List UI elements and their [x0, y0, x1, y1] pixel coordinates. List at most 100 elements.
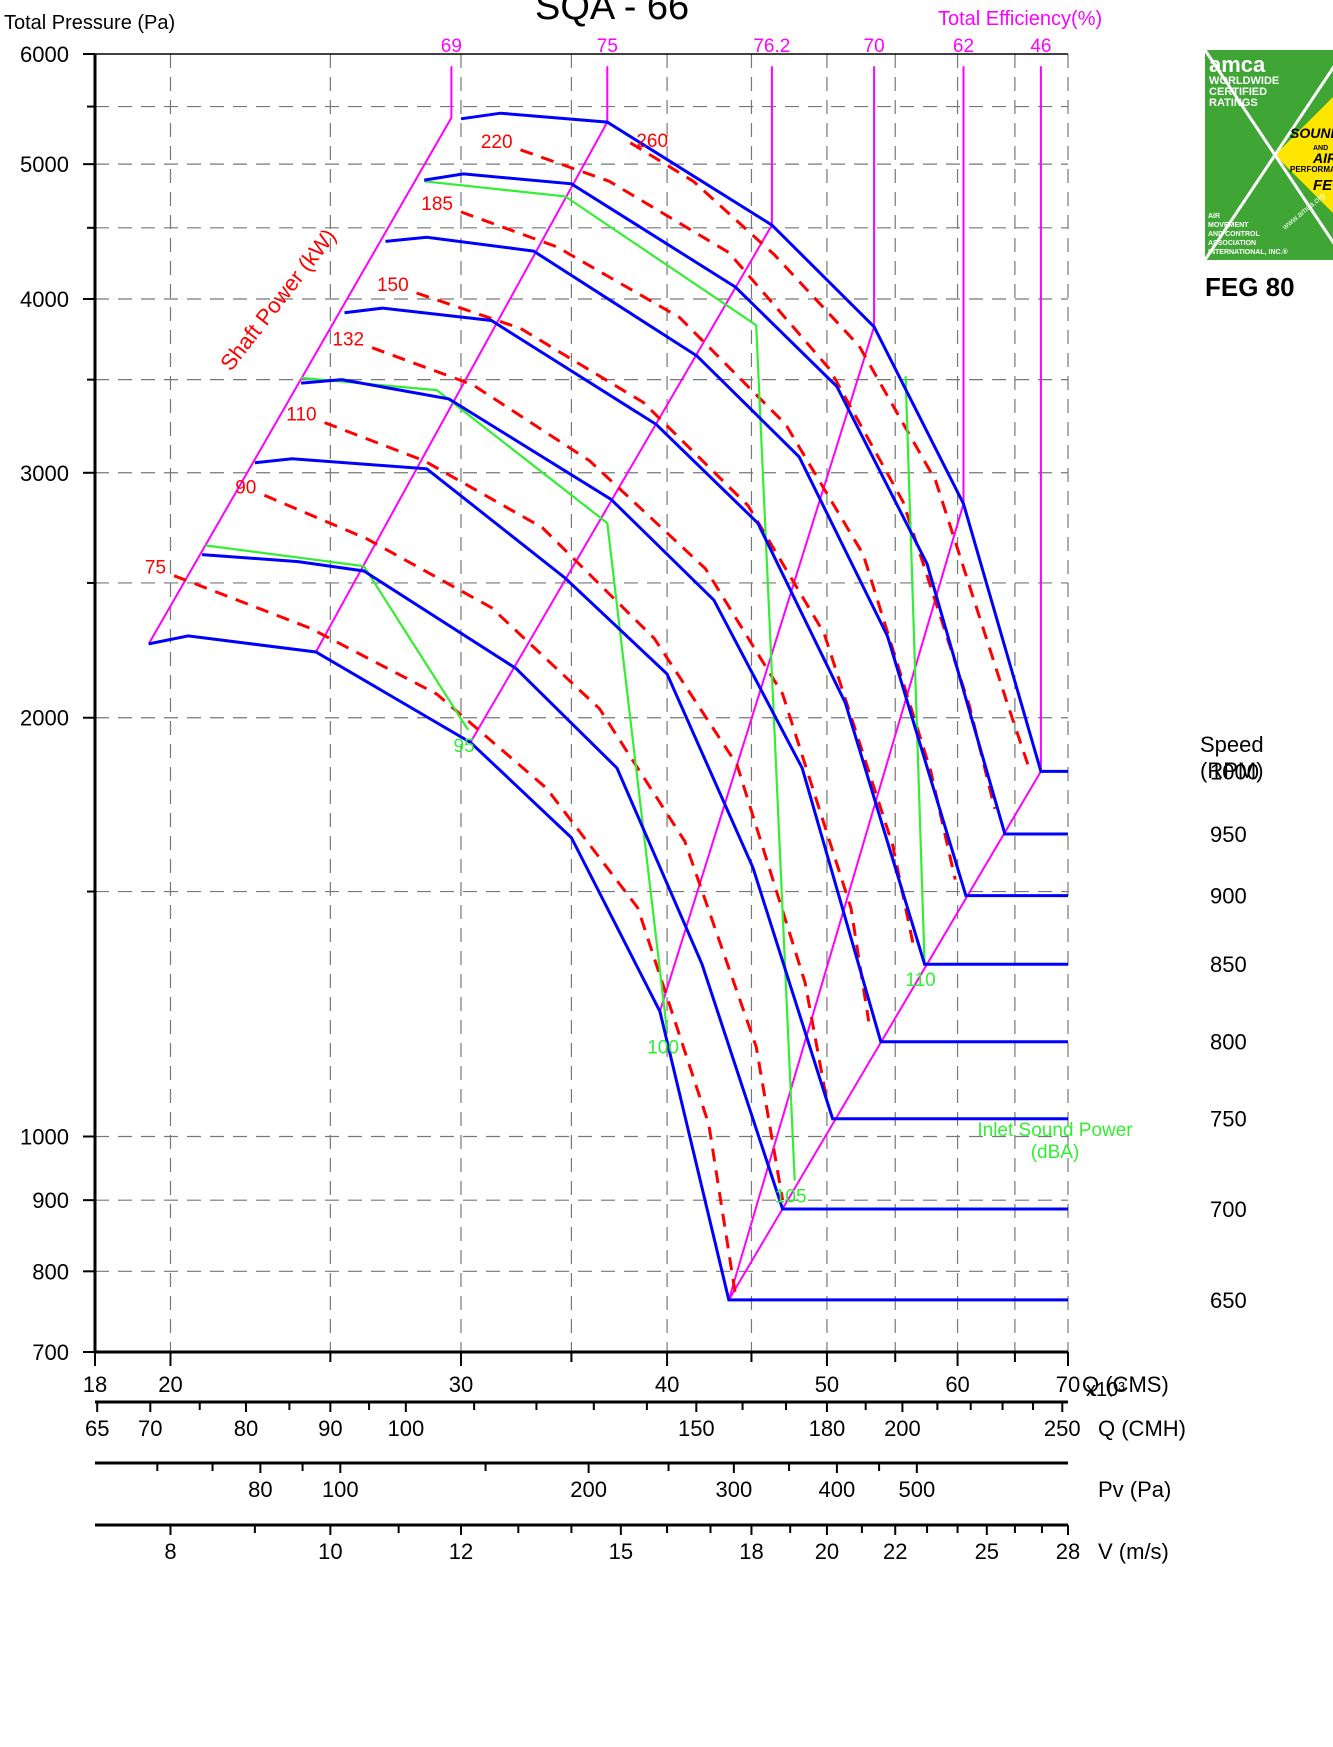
sound-axis-label-line1: Inlet Sound Power [977, 1120, 1133, 1141]
tick-label-vel-25: 25 [975, 1539, 999, 1564]
x-tick-label-cms-50: 50 [815, 1372, 839, 1397]
speed-label-850: 850 [1210, 952, 1247, 977]
x-tick-label-cms-30: 30 [449, 1372, 473, 1397]
power-label-220: 220 [481, 132, 513, 153]
y-tick-label-3000: 3000 [20, 461, 69, 486]
speed-curve-850 [344, 306, 1068, 966]
speed-curve-750 [254, 457, 1068, 1121]
efficiency-label-0: 69 [441, 36, 462, 57]
x-tick-label-cms-70: 70 [1056, 1372, 1080, 1397]
logo-brand: amca [1209, 52, 1266, 77]
logo-seal-4: PERFORMANCE [1290, 165, 1333, 174]
efficiency-axis-label: Total Efficiency(%) [938, 8, 1103, 30]
speed-axis-label-line1: Speed [1200, 732, 1264, 757]
y-tick-label-900: 900 [32, 1188, 69, 1213]
tick-label-vel-10: 10 [318, 1539, 342, 1564]
tick-label-cmh-150: 150 [678, 1416, 715, 1441]
tick-label-vel-8: 8 [164, 1539, 176, 1564]
efficiency-label-4: 62 [953, 36, 974, 57]
logo-org-1: AIR [1208, 213, 1220, 220]
power-label-110: 110 [286, 405, 316, 426]
tick-label-cmh-200: 200 [884, 1416, 921, 1441]
speed-label-700: 700 [1210, 1197, 1247, 1222]
logo-seal-2: AND [1313, 145, 1328, 152]
grid-lines [95, 54, 1069, 1352]
tick-label-vel-22: 22 [883, 1539, 907, 1564]
power-label-260: 260 [636, 131, 668, 152]
amca-certification-logo: amca WORLDWIDE CERTIFIED RATINGS SOUND A… [1205, 50, 1333, 260]
tick-label-cmh-90: 90 [318, 1416, 342, 1441]
power-curve-90 [263, 493, 785, 1201]
speed-curve-650 [148, 634, 1068, 1302]
speed-label-650: 650 [1210, 1288, 1247, 1313]
sound-line-110 [904, 376, 926, 965]
speed-curve-950 [423, 172, 1068, 836]
tick-label-vel-12: 12 [449, 1539, 473, 1564]
x-tick-label-cms-40: 40 [655, 1372, 679, 1397]
speed-curve-1000 [460, 111, 1068, 773]
efficiency-label-2: 76.2 [753, 36, 790, 57]
x-axis-label-cms: Q (CMS) [1082, 1372, 1169, 1397]
power-curve-260 [629, 141, 1031, 769]
power-curve-75 [173, 574, 737, 1295]
y-axis-label: Total Pressure (Pa) [4, 12, 176, 34]
y-tick-label-4000: 4000 [20, 287, 69, 312]
tick-label-cmh-100: 100 [387, 1416, 424, 1441]
y-tick-label-700: 700 [32, 1340, 69, 1365]
tick-label-cmh-65: 65 [85, 1416, 109, 1441]
sound-line-100 [301, 376, 669, 1032]
axis-label-vel: V (m/s) [1098, 1539, 1169, 1564]
tick-label-cmh-80: 80 [234, 1416, 258, 1441]
logo-org-3: AND CONTROL [1208, 231, 1260, 238]
logo-seal-3: AIR [1312, 150, 1333, 166]
logo-line-3: RATINGS [1209, 97, 1258, 109]
sound-line-105 [424, 180, 796, 1181]
efficiency-label-1: 75 [597, 36, 618, 57]
logo-seal-5: FEG [1313, 177, 1333, 194]
tick-label-pv-300: 300 [715, 1477, 752, 1502]
power-label-90: 90 [235, 477, 256, 498]
x-tick-label-cms-20: 20 [158, 1372, 182, 1397]
axis-label-pv: Pv (Pa) [1098, 1477, 1171, 1502]
efficiency-label-3: 70 [864, 36, 885, 57]
axis-label-cmh: Q (CMH) [1098, 1416, 1186, 1441]
model-label: FEG 80 [1205, 272, 1295, 302]
sound-line-95 [205, 544, 470, 731]
logo-org-2: MOVEMENT [1208, 222, 1249, 229]
tick-label-cmh-180: 180 [809, 1416, 846, 1441]
tick-label-pv-80: 80 [248, 1477, 272, 1502]
tick-label-vel-18: 18 [739, 1539, 763, 1564]
logo-line-1: WORLDWIDE [1209, 75, 1279, 87]
speed-label-750: 750 [1210, 1107, 1247, 1132]
y-tick-label-6000: 6000 [20, 42, 69, 67]
sound-label-105: 105 [775, 1186, 807, 1207]
efficiency-line-4 [727, 66, 965, 1301]
x-tick-label-cms-18: 18 [83, 1372, 107, 1397]
sound-axis-label-line2: (dBA) [1031, 1142, 1080, 1163]
y-tick-label-2000: 2000 [20, 706, 69, 731]
speed-curves [148, 111, 1068, 1302]
y-tick-label-800: 800 [32, 1259, 69, 1284]
power-label-132: 132 [332, 330, 364, 351]
tick-label-pv-500: 500 [898, 1477, 935, 1502]
tick-label-pv-400: 400 [819, 1477, 856, 1502]
logo-org-4: ASSOCIATION [1208, 240, 1256, 247]
logo-org-5: INTERNATIONAL, INC.® [1208, 248, 1289, 256]
speed-label-1000: 1000 [1210, 759, 1259, 784]
power-axis-label: Shaft Power (kW) [215, 224, 341, 375]
tick-label-vel-20: 20 [815, 1539, 839, 1564]
tick-label-vel-15: 15 [609, 1539, 633, 1564]
power-curve-132 [371, 346, 871, 1022]
sound-label-110: 110 [905, 970, 935, 991]
efficiency-lines [147, 66, 1042, 1301]
efficiency-line-0 [147, 66, 453, 645]
tick-label-cmh-70: 70 [138, 1416, 162, 1441]
speed-label-900: 900 [1210, 884, 1247, 909]
efficiency-label-5: 46 [1030, 36, 1051, 57]
power-label-150: 150 [377, 275, 409, 296]
y-tick-label-1000: 1000 [20, 1125, 69, 1150]
tick-label-pv-200: 200 [570, 1477, 607, 1502]
tick-label-pv-100: 100 [322, 1477, 359, 1502]
efficiency-line-1 [315, 66, 609, 653]
